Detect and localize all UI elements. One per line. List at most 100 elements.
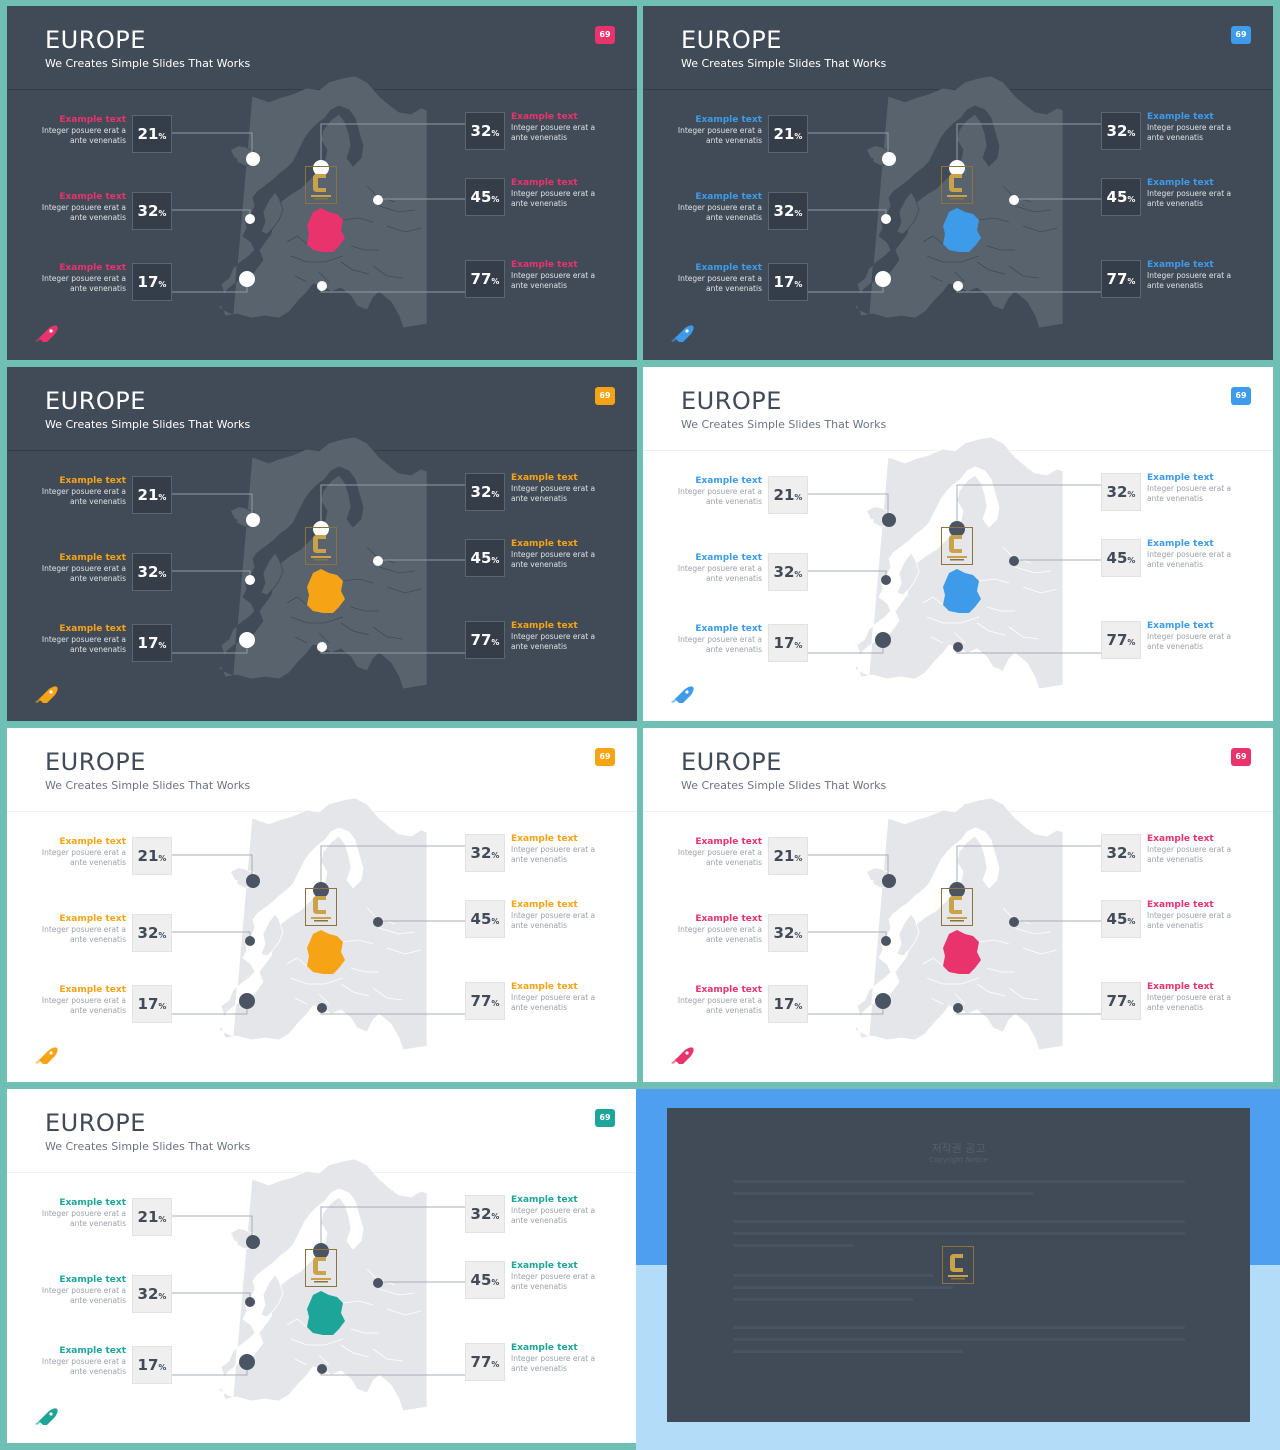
- stat-value: 45: [470, 910, 492, 928]
- stat-value: 32: [470, 844, 492, 862]
- stat-value: 77: [1106, 992, 1128, 1010]
- map-marker: [246, 874, 260, 888]
- map-marker: [882, 152, 896, 166]
- stat-value-box: 32%: [1101, 112, 1141, 150]
- stat-value-box: 17%: [768, 985, 808, 1023]
- stat-unit: %: [491, 490, 500, 499]
- stat-value-box: 45%: [465, 1261, 505, 1299]
- stat-label: Example text Integer posuere erat a ante …: [31, 191, 126, 223]
- stat-label: Example text Integer posuere erat a ante …: [1147, 538, 1242, 570]
- stat-label: Example text Integer posuere erat a ante …: [511, 472, 606, 504]
- rocket-icon: [35, 1047, 58, 1064]
- stat-heading: Example text: [59, 263, 126, 273]
- notice-panel: 저작권 공고 Copyright Notice: [667, 1108, 1250, 1422]
- notice-text-line: [733, 1326, 1185, 1329]
- stat-value-box: 21%: [132, 837, 172, 875]
- stat-value: 77: [470, 992, 492, 1010]
- stat-value: 21: [137, 125, 159, 143]
- stat-heading: Example text: [59, 192, 126, 202]
- stat-label: Example text Integer posuere erat a ante …: [667, 114, 762, 146]
- stat-heading: Example text: [1147, 539, 1214, 549]
- map-marker: [317, 281, 327, 291]
- stat-label: Example text Integer posuere erat a ante …: [31, 1345, 126, 1377]
- stat-body: Integer posuere erat a ante venenatis: [511, 271, 596, 290]
- stat-value: 32: [773, 924, 795, 942]
- uk-shape: [896, 191, 920, 235]
- stat-unit: %: [794, 854, 803, 863]
- stat-body: Integer posuere erat a ante venenatis: [1147, 993, 1232, 1012]
- europe-landmass: [218, 75, 428, 329]
- stat-value: 17: [773, 634, 795, 652]
- stat-value-box: 32%: [465, 473, 505, 511]
- stat-label: Example text Integer posuere erat a ante …: [511, 111, 606, 143]
- stat-body: Integer posuere erat a ante venenatis: [511, 1354, 596, 1373]
- connector-line: [956, 845, 1101, 888]
- stat-unit: %: [491, 195, 500, 204]
- contents-logo: [941, 527, 973, 565]
- notice-text-line: [733, 1244, 853, 1247]
- stat-heading: Example text: [695, 985, 762, 995]
- iceland-shape: [231, 1229, 249, 1241]
- stat-body: Integer posuere erat a ante venenatis: [1147, 123, 1232, 142]
- europe-map: [807, 797, 1101, 1051]
- stat-unit: %: [491, 277, 500, 286]
- stat-body: Integer posuere erat a ante venenatis: [511, 484, 596, 503]
- notice-text-line: [733, 1350, 963, 1353]
- stat-value: 77: [1106, 631, 1128, 649]
- iceland-shape: [231, 507, 249, 519]
- europe-landmass: [218, 1158, 428, 1412]
- map-marker: [875, 632, 891, 648]
- stat-label: Example text Integer posuere erat a ante …: [667, 836, 762, 868]
- slide-subtitle: We Creates Simple Slides That Works: [45, 1140, 251, 1153]
- map-marker: [246, 152, 260, 166]
- stat-heading: Example text: [511, 1261, 578, 1271]
- connector-line: [320, 123, 465, 166]
- slide-title: EUROPE: [681, 748, 782, 776]
- stat-value-box: 45%: [465, 539, 505, 577]
- stat-heading: Example text: [59, 115, 126, 125]
- europe-landmass: [854, 436, 1064, 690]
- stat-body: Integer posuere erat a ante venenatis: [511, 993, 596, 1012]
- stat-value: 17: [137, 634, 159, 652]
- contents-logo: [305, 527, 337, 565]
- stat-value-box: 32%: [465, 1195, 505, 1233]
- stat-unit: %: [158, 1002, 167, 1011]
- stat-value: 32: [470, 122, 492, 140]
- rocket-icon: [671, 1047, 694, 1064]
- map-marker: [245, 575, 255, 585]
- iceland-shape: [231, 146, 249, 158]
- stat-value: 77: [1106, 270, 1128, 288]
- stat-value: 77: [470, 1353, 492, 1371]
- country-borders: [922, 185, 1058, 283]
- stat-value: 45: [470, 1271, 492, 1289]
- connector-line: [807, 132, 889, 158]
- stat-value-box: 32%: [1101, 473, 1141, 511]
- map-marker: [373, 1278, 383, 1288]
- stat-body: Integer posuere erat a ante venenatis: [41, 1209, 126, 1228]
- uk-shape: [260, 1274, 284, 1318]
- stat-value: 32: [773, 202, 795, 220]
- stat-heading: Example text: [511, 1343, 578, 1353]
- contents-logo: [941, 166, 973, 204]
- stat-unit: %: [794, 493, 803, 502]
- stat-unit: %: [158, 641, 167, 650]
- stat-heading: Example text: [695, 624, 762, 634]
- map-marker: [246, 1235, 260, 1249]
- stat-value: 32: [1106, 122, 1128, 140]
- stat-body: Integer posuere erat a ante venenatis: [41, 635, 126, 654]
- stat-label: Example text Integer posuere erat a ante …: [511, 981, 606, 1013]
- contents-logo: [942, 1246, 974, 1284]
- stat-value-box: 32%: [132, 553, 172, 591]
- stat-label: Example text Integer posuere erat a ante …: [667, 191, 762, 223]
- notice-text-line: [733, 1298, 913, 1301]
- map-marker: [245, 1297, 255, 1307]
- stat-label: Example text Integer posuere erat a ante …: [511, 899, 606, 931]
- stat-body: Integer posuere erat a ante venenatis: [677, 925, 762, 944]
- stat-value-box: 32%: [132, 1275, 172, 1313]
- stat-value-box: 32%: [132, 914, 172, 952]
- stat-heading: Example text: [695, 476, 762, 486]
- stat-value: 32: [137, 563, 159, 581]
- stat-heading: Example text: [511, 982, 578, 992]
- stat-label: Example text Integer posuere erat a ante …: [31, 1274, 126, 1306]
- connector-line: [171, 1292, 251, 1301]
